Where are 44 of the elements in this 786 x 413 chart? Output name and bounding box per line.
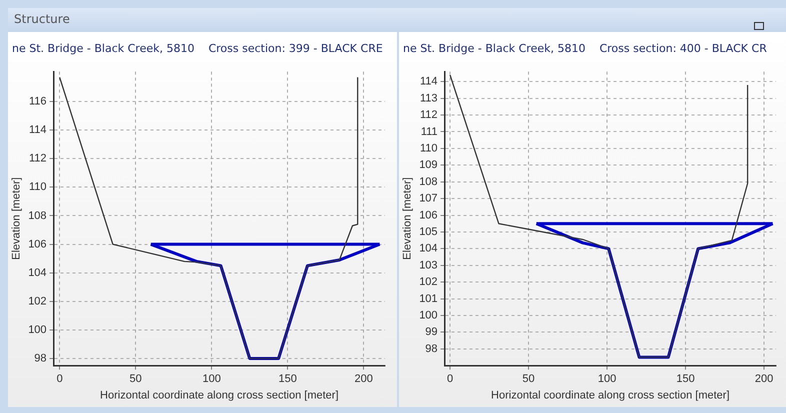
x-tick-label: 150 (278, 373, 297, 386)
y-tick-label: 100 (419, 310, 438, 322)
text: Structure (14, 12, 70, 26)
y-tick-label: 109 (419, 159, 438, 172)
y-tick-label: 99 (425, 326, 438, 338)
y-tick-label: 112 (420, 109, 438, 122)
y-tick-label: 102 (419, 276, 438, 288)
x-tick-label: 50 (522, 373, 535, 386)
y-tick-label: 108 (419, 176, 438, 188)
y-tick-label: 105 (419, 226, 438, 238)
y-axis-title: Elevation [meter] (10, 177, 23, 260)
y-tick-label: 114 (29, 124, 47, 136)
x-tick-label: 0 (56, 373, 63, 386)
chart-title: ne St. Bridge - Black Creek, 5810 Cross section: 399 - BLACK CRE (12, 42, 383, 55)
y-tick-label: 110 (420, 142, 438, 154)
y-tick-label: 112 (29, 152, 47, 165)
y-tick-label: 116 (29, 96, 47, 108)
y-tick-label: 98 (34, 352, 47, 364)
y-tick-label: 104 (419, 242, 438, 255)
x-tick-label: 200 (354, 373, 373, 386)
y-tick-label: 101 (419, 292, 438, 305)
chart-title: ne St. Bridge - Black Creek, 5810 Cross section: 400 - BLACK CR (403, 42, 767, 55)
y-tick-label: 113 (420, 92, 438, 104)
x-tick-label: 100 (598, 373, 616, 386)
x-tick-label: 100 (202, 373, 221, 386)
y-tick-label: 106 (28, 238, 47, 250)
y-tick-label: 102 (28, 295, 47, 308)
x-axis-title: Horizontal coordinate along cross section [meter] (100, 389, 339, 402)
x-tick-label: 0 (446, 373, 454, 386)
y-tick-label: 107 (419, 192, 438, 205)
x-tick-label: 200 (754, 373, 774, 386)
y-tick-label: 114 (420, 76, 438, 88)
y-axis-title: Elevation [meter] (402, 177, 414, 260)
y-tick-label: 98 (425, 342, 438, 355)
x-tick-label: 150 (676, 373, 695, 386)
x-axis-title: Horizontal coordinate along cross section [meter] (491, 389, 730, 402)
y-tick-label: 104 (28, 266, 47, 279)
y-tick-label: 100 (28, 324, 47, 336)
y-tick-label: 103 (419, 259, 438, 272)
y-tick-label: 106 (419, 209, 438, 222)
y-tick-label: 111 (420, 126, 438, 138)
x-tick-label: 50 (130, 373, 142, 386)
y-tick-label: 110 (29, 181, 47, 194)
y-tick-label: 108 (28, 210, 47, 222)
